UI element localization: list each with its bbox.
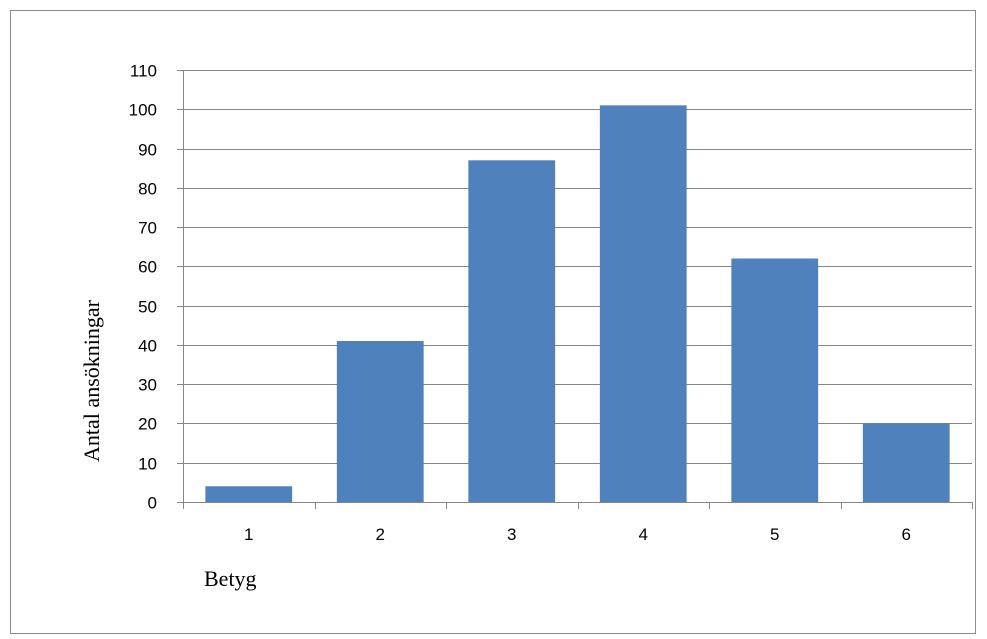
y-tick-label: 10 [138,455,157,474]
y-tick-label: 100 [129,101,157,120]
x-tick-label: 3 [507,525,516,544]
y-tick-label: 70 [138,219,157,238]
axes [177,70,973,509]
gridlines [183,70,972,464]
x-tick-label: 5 [770,525,779,544]
x-axis-title: Betyg [204,566,257,591]
bar [336,340,424,502]
x-tick-label: 1 [244,525,253,544]
bar [468,160,556,502]
y-tick-label: 40 [138,337,157,356]
x-tick-label: 4 [639,525,648,544]
bar [205,486,293,502]
bar [599,105,687,502]
y-tick-label: 90 [138,141,157,160]
y-tick-label: 110 [130,62,157,81]
bars [205,105,950,502]
y-tick-labels: 0 10 20 30 40 50 60 70 80 90 100 110 [129,62,157,513]
bar [862,423,950,502]
x-tick-label: 2 [376,525,385,544]
y-tick-label: 20 [138,415,157,434]
y-tick-label: 0 [148,494,157,513]
y-axis-title: Antal ansökningar [79,299,104,462]
bar [731,258,819,502]
x-tick-label: 6 [902,525,911,544]
x-tick-labels: 1 2 3 4 5 6 [244,525,911,544]
y-tick-label: 60 [138,258,157,277]
y-tick-label: 30 [138,376,157,395]
y-tick-label: 80 [138,180,157,199]
y-tick-label: 50 [138,298,157,317]
